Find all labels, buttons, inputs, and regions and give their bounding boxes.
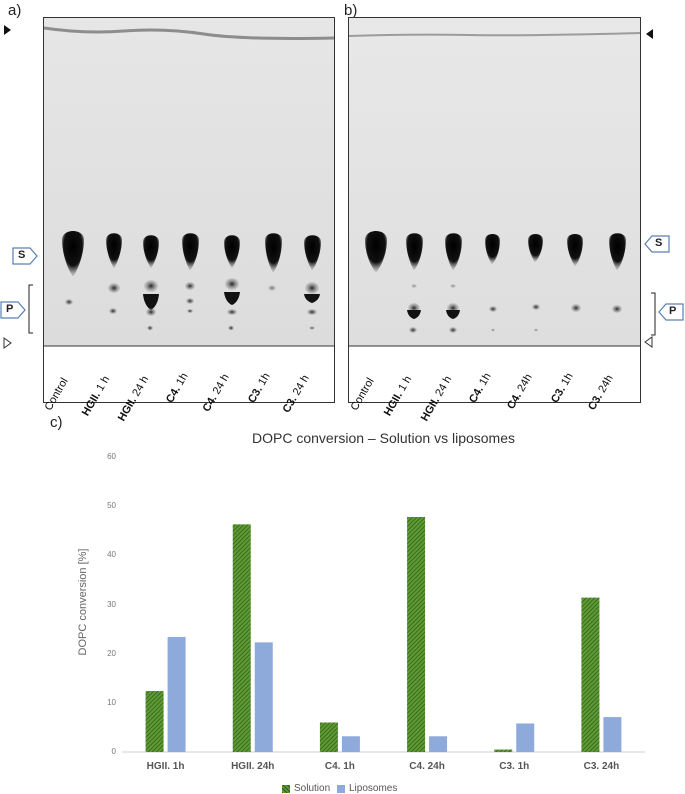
y-tick-label: 30 bbox=[107, 599, 116, 609]
bar-solution bbox=[581, 597, 600, 752]
bar-liposomes bbox=[429, 736, 448, 752]
bar-liposomes bbox=[603, 717, 622, 752]
bar-solution bbox=[407, 516, 426, 752]
panel-c-label: c) bbox=[50, 414, 63, 431]
origin-marker-left-icon bbox=[3, 337, 12, 349]
product-tag-label: P bbox=[669, 305, 677, 317]
legend-item-solution: Solution bbox=[282, 783, 330, 794]
solvent-front-marker-left-icon bbox=[4, 25, 11, 35]
product-tag-left: P bbox=[0, 301, 26, 324]
y-tick-label: 20 bbox=[107, 648, 116, 658]
legend-label-liposomes: Liposomes bbox=[349, 783, 398, 794]
solvent-front-marker-right-icon bbox=[646, 29, 653, 39]
chart-title: DOPC conversion – Solution vs liposomes bbox=[252, 430, 516, 446]
tag-shape-icon bbox=[644, 235, 670, 253]
legend-swatch-liposomes bbox=[337, 784, 345, 793]
tag-shape-icon bbox=[12, 247, 38, 265]
x-category-label: HGII. 24h bbox=[231, 761, 275, 772]
x-category-label: C4. 1h bbox=[324, 761, 355, 772]
tag-shape-icon bbox=[658, 303, 684, 321]
tlc-plate-b-image bbox=[349, 18, 640, 402]
bar-liposomes bbox=[516, 723, 535, 752]
bar-solution bbox=[232, 524, 251, 752]
product-tag-label: P bbox=[6, 303, 14, 315]
legend-swatch-solution bbox=[282, 784, 290, 793]
bar-solution bbox=[145, 691, 164, 752]
y-tick-label: 0 bbox=[111, 747, 116, 756]
origin-marker-right-icon bbox=[644, 336, 653, 348]
x-category-label: C3. 1h bbox=[499, 761, 530, 772]
panel-b-label: b) bbox=[344, 2, 358, 19]
tag-shape-icon bbox=[0, 301, 26, 319]
panel-a-label: a) bbox=[8, 2, 22, 19]
substrate-tag-label: S bbox=[18, 249, 26, 261]
product-bracket-left bbox=[28, 284, 33, 334]
legend-label-solution: Solution bbox=[294, 783, 331, 794]
bar-liposomes bbox=[167, 636, 186, 752]
substrate-tag-right: S bbox=[644, 235, 670, 258]
bar-solution bbox=[319, 722, 338, 752]
y-tick-label: 40 bbox=[107, 550, 116, 560]
legend-item-liposomes: Liposomes bbox=[337, 783, 397, 794]
x-category-label: C3. 24h bbox=[583, 761, 620, 772]
tlc-plate-a-image bbox=[44, 18, 334, 402]
product-bracket-right bbox=[651, 292, 656, 336]
bar-liposomes bbox=[341, 736, 360, 752]
x-category-label: C4. 24h bbox=[409, 761, 445, 772]
x-category-label: HGII. 1h bbox=[146, 761, 185, 772]
y-tick-label: 10 bbox=[107, 697, 116, 707]
y-tick-label: 60 bbox=[107, 452, 116, 461]
tlc-plate-b bbox=[348, 17, 641, 403]
tlc-plate-a bbox=[43, 17, 335, 403]
substrate-tag-label: S bbox=[655, 237, 663, 249]
substrate-tag-left: S bbox=[12, 247, 38, 270]
y-tick-label: 50 bbox=[107, 501, 116, 511]
bar-solution bbox=[494, 749, 513, 752]
bar-liposomes bbox=[254, 642, 273, 752]
product-tag-right: P bbox=[658, 303, 684, 326]
